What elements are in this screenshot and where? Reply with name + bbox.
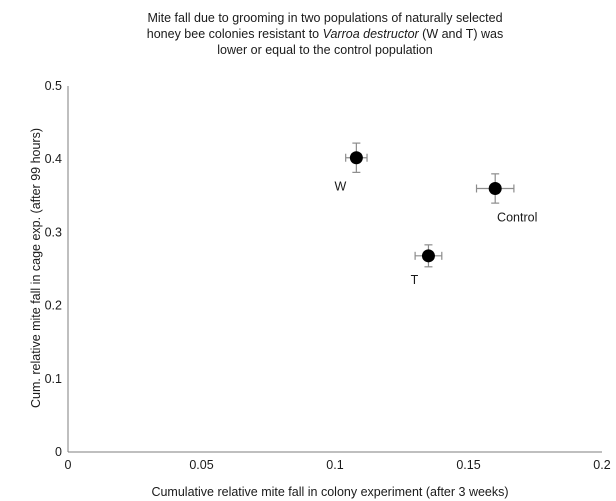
y-tick-label: 0.3 <box>45 225 62 239</box>
data-point-label: Control <box>497 210 537 224</box>
x-tick-labels: 0 0.05 0.1 0.15 0.2 <box>65 458 611 472</box>
data-point-marker <box>349 151 363 165</box>
data-point-marker <box>421 249 435 263</box>
y-tick-label: 0.4 <box>45 152 62 166</box>
y-tick-labels: 0 0.1 0.2 0.3 0.4 0.5 <box>45 79 62 459</box>
data-points: W T Control <box>334 142 537 287</box>
chart-title-line-1: Mite fall due to grooming in two populat… <box>147 11 502 25</box>
chart-title: Mite fall due to grooming in two populat… <box>147 11 503 57</box>
y-axis-label: Cum. relative mite fall in cage exp. (af… <box>29 128 43 408</box>
x-tick-label: 0 <box>65 458 72 472</box>
x-tick-label: 0.2 <box>593 458 610 472</box>
y-tick-label: 0 <box>55 445 62 459</box>
chart-title-line-2b: (W and T) was <box>419 27 504 41</box>
y-tick-label: 0.5 <box>45 79 62 93</box>
x-tick-label: 0.05 <box>189 458 213 472</box>
data-point-label: T <box>411 273 419 287</box>
x-tick-label: 0.1 <box>326 458 343 472</box>
data-point-group: T <box>411 244 443 287</box>
data-point-group: Control <box>475 173 537 224</box>
chart-title-species: Varroa destructor <box>323 27 420 41</box>
chart-title-line-3: lower or equal to the control population <box>217 43 432 57</box>
chart-title-line-2: honey bee colonies resistant to Varroa d… <box>147 27 503 41</box>
y-tick-label: 0.1 <box>45 372 62 386</box>
data-point-marker <box>488 181 502 195</box>
x-tick-label: 0.15 <box>456 458 480 472</box>
data-point-label: W <box>334 180 346 194</box>
data-point-group: W <box>334 142 368 194</box>
chart-title-line-2a: honey bee colonies resistant to <box>147 27 323 41</box>
y-tick-label: 0.2 <box>45 299 62 313</box>
x-axis-label: Cumulative relative mite fall in colony … <box>151 485 508 499</box>
